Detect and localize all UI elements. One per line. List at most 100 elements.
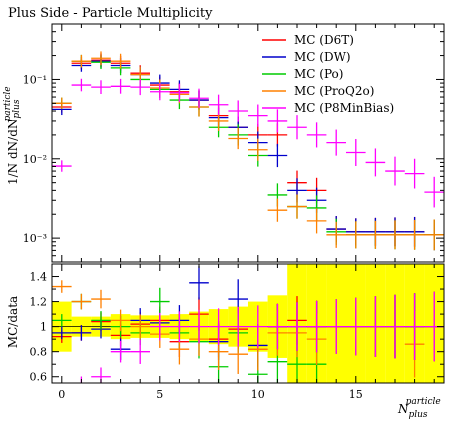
data-point <box>228 100 248 122</box>
ratio-point <box>208 308 229 345</box>
data-point <box>248 104 268 127</box>
legend-entry: MC (P8MinBias) <box>262 101 394 115</box>
ratio-point <box>110 340 131 363</box>
data-point <box>424 176 444 208</box>
data-point <box>110 53 131 69</box>
ratio-point <box>267 303 288 350</box>
ratio-point <box>346 297 366 356</box>
ratio-point <box>52 326 72 340</box>
ratio-series-mc-p8minbias <box>80 291 444 383</box>
x-axis-label-sub: plus <box>409 410 428 420</box>
legend: MC (D6T) MC (DW) MC (Po) MC (ProQ2o) MC (P8M… <box>262 33 394 115</box>
chart-title: Plus Side - Particle Multiplicity <box>8 6 213 21</box>
y-tick-label: 10⁻² <box>23 153 47 166</box>
data-point <box>306 208 327 234</box>
data-point <box>248 138 268 161</box>
ratio-tick-label: 1.2 <box>30 296 48 309</box>
data-point <box>228 127 248 150</box>
ratio-point <box>130 339 150 364</box>
ratio-point <box>228 306 248 347</box>
ratio-point <box>404 293 425 360</box>
data-point <box>287 194 307 219</box>
data-point <box>130 79 150 96</box>
ratio-point <box>189 266 209 300</box>
data-point <box>208 94 229 115</box>
ratio-point <box>80 376 83 383</box>
ratio-tick-label: 0.8 <box>30 346 48 359</box>
ratio-frame <box>51 263 445 384</box>
legend-label: MC (ProQ2o) <box>294 84 374 98</box>
data-point <box>91 51 111 66</box>
data-point <box>287 115 307 140</box>
ratio-point <box>169 311 190 342</box>
ratio-point <box>52 280 72 293</box>
ratio-point <box>110 309 131 332</box>
main-plot: 10⁻³ 10⁻² 10⁻¹ <box>23 23 445 263</box>
main-frame <box>51 23 445 263</box>
ratio-point <box>91 311 111 330</box>
data-point <box>385 156 405 186</box>
data-point <box>150 83 170 101</box>
data-point <box>91 80 111 94</box>
x-axis-label: Nplus particle <box>397 397 441 420</box>
ratio-point <box>248 305 268 348</box>
data-point <box>189 88 209 108</box>
ratio-point <box>287 302 307 351</box>
x-tick-label: 5 <box>156 388 163 401</box>
x-axis-label-main: N <box>397 402 409 416</box>
ratio-point <box>71 293 92 310</box>
ratio-point <box>150 287 170 316</box>
x-tick-label: 15 <box>349 388 363 401</box>
main-marks <box>52 51 444 251</box>
legend-label: MC (D6T) <box>294 33 354 47</box>
data-point <box>365 148 386 177</box>
data-point <box>267 143 288 168</box>
data-point <box>326 221 346 248</box>
ratio-point <box>71 325 92 341</box>
ratio-point <box>326 299 346 354</box>
data-point <box>404 219 425 250</box>
ratio-plot: 0 5 10 15 0.6 0.8 1 1.2 1.4 <box>30 263 445 401</box>
x-axis-label-sup: particle <box>406 397 441 407</box>
data-point <box>326 129 346 156</box>
legend-entry: MC (DW) <box>262 50 351 64</box>
data-point <box>169 83 190 102</box>
data-point <box>346 138 366 167</box>
ratio-tick-label: 0.6 <box>30 371 48 384</box>
data-point <box>267 198 288 222</box>
y-tick-label: 10⁻³ <box>23 232 47 245</box>
ratio-point <box>365 296 386 357</box>
ratio-point <box>52 314 72 327</box>
legend-label: MC (P8MinBias) <box>294 101 394 115</box>
legend-label: MC (DW) <box>294 50 351 64</box>
ratio-tick-label: 1.4 <box>30 271 48 284</box>
legend-entry: MC (Po) <box>262 67 343 81</box>
x-tick-label: 0 <box>58 388 65 401</box>
data-point <box>71 54 92 68</box>
series-mc-dw <box>52 54 444 251</box>
data-point <box>385 220 405 250</box>
series-mc-po <box>52 54 444 251</box>
ratio-point <box>189 309 209 344</box>
data-point <box>404 158 425 189</box>
ratio-tick-label: 1 <box>40 321 47 334</box>
data-point <box>110 78 131 94</box>
data-point <box>365 220 386 249</box>
ratio-point <box>150 312 170 341</box>
legend-label: MC (Po) <box>294 67 343 81</box>
y-axis-label-sup: particle <box>3 86 13 121</box>
ratio-point <box>306 300 327 353</box>
series-mc-d6t <box>52 53 444 251</box>
data-uncertainty-band <box>52 264 444 383</box>
data-point <box>424 219 444 251</box>
data-point <box>71 78 92 92</box>
legend-entry: MC (D6T) <box>262 33 354 47</box>
series-mc-p8minbias <box>52 78 444 208</box>
data-point <box>306 122 327 148</box>
ratio-axis-label: MC/data <box>6 296 20 348</box>
y-axis-label-main: 1/N dN/dN <box>6 119 20 185</box>
ratio-point <box>130 314 150 339</box>
y-axis-label-sub: plus <box>12 99 22 118</box>
y-axis-label: 1/N dN/dNplusparticle <box>3 86 22 185</box>
